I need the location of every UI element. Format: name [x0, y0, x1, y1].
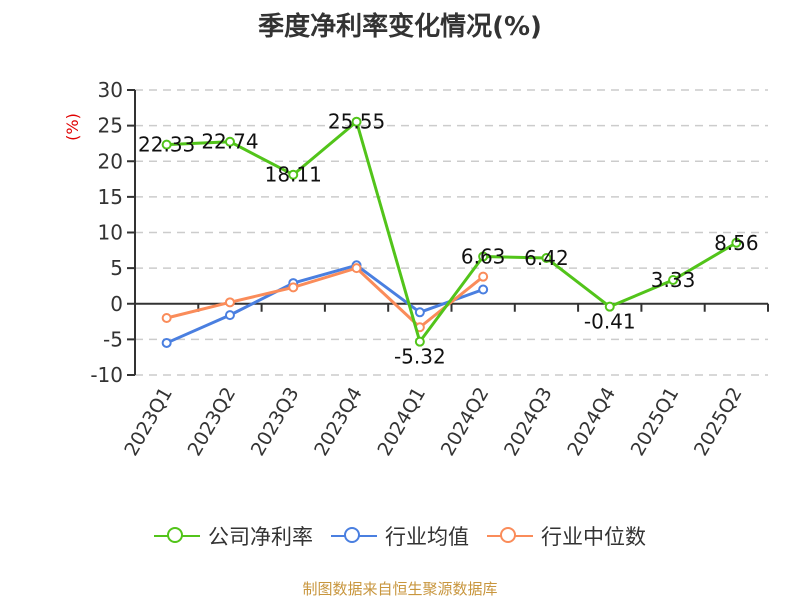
data-label: 6.63 — [461, 245, 506, 269]
legend-item-industry-mean[interactable]: 行业均值 — [331, 521, 469, 551]
data-point[interactable] — [161, 313, 172, 323]
data-point[interactable] — [351, 116, 362, 127]
x-tick-label: 2023Q3 — [247, 384, 304, 460]
x-tick-label: 2024Q1 — [373, 384, 430, 460]
legend-label: 公司净利率 — [208, 525, 313, 549]
chart-title: 季度净利率变化情况(%) — [258, 12, 542, 42]
x-tick-label: 2024Q4 — [563, 384, 620, 460]
source-note: 制图数据来自恒生聚源数据库 — [302, 580, 498, 598]
x-tick-label: 2025Q1 — [627, 384, 684, 460]
series-line — [166, 263, 484, 345]
series-line — [166, 266, 485, 329]
data-point[interactable] — [224, 297, 235, 308]
data-point[interactable] — [731, 237, 742, 248]
legend: 公司净利率 行业均值 行业中位数 — [0, 521, 800, 551]
y-tick-label: -10 — [90, 363, 123, 387]
legend-label: 行业均值 — [385, 525, 469, 549]
y-tick-label: 15 — [98, 185, 123, 209]
x-tick-label: 2023Q2 — [184, 384, 241, 460]
data-label: -5.32 — [394, 345, 446, 369]
data-label: 3.33 — [651, 268, 696, 292]
data-point[interactable] — [604, 301, 615, 312]
data-point[interactable] — [351, 263, 362, 274]
data-point[interactable] — [161, 337, 172, 348]
data-label: 6.42 — [524, 246, 569, 270]
data-point[interactable] — [478, 251, 489, 262]
y-tick-label: 25 — [98, 114, 123, 138]
data-point[interactable] — [478, 284, 489, 295]
data-point[interactable] — [668, 275, 679, 286]
data-label: 8.56 — [714, 231, 759, 255]
data-point[interactable] — [161, 139, 172, 150]
x-tick-label: 2025Q2 — [690, 384, 747, 460]
legend-line-circle-icon — [154, 524, 200, 548]
y-tick-label: -5 — [103, 327, 123, 351]
data-label: 22.74 — [201, 130, 258, 154]
data-label: -0.41 — [584, 310, 636, 334]
legend-line-circle-icon — [331, 524, 377, 548]
y-tick-label: 10 — [98, 221, 123, 245]
legend-line-circle-icon — [487, 524, 533, 548]
y-tick-label: 30 — [98, 78, 123, 102]
legend-item-company[interactable]: 公司净利率 — [154, 521, 313, 551]
x-tick-label: 2024Q3 — [500, 384, 557, 460]
x-tick-label: 2023Q4 — [310, 384, 367, 460]
data-point[interactable] — [288, 169, 299, 180]
data-point[interactable] — [414, 336, 425, 347]
legend-label: 行业中位数 — [541, 525, 646, 549]
y-tick-label: 5 — [110, 256, 123, 280]
series-line — [166, 120, 738, 344]
data-label: 22.33 — [138, 133, 195, 157]
data-point[interactable] — [478, 271, 489, 282]
data-label: 18.11 — [265, 163, 322, 187]
data-point[interactable] — [414, 307, 425, 318]
legend-item-industry-median[interactable]: 行业中位数 — [487, 521, 646, 551]
data-point[interactable] — [541, 253, 552, 264]
data-point[interactable] — [288, 282, 299, 293]
x-tick-label: 2024Q2 — [437, 384, 494, 460]
y-tick-label: 20 — [98, 149, 123, 173]
data-label: 25.55 — [328, 110, 385, 134]
y-axis-label: (%) — [63, 113, 82, 141]
data-point[interactable] — [224, 310, 235, 321]
y-tick-label: 0 — [110, 292, 123, 316]
x-tick-label: 2023Q1 — [120, 384, 177, 460]
data-point[interactable] — [224, 136, 235, 147]
